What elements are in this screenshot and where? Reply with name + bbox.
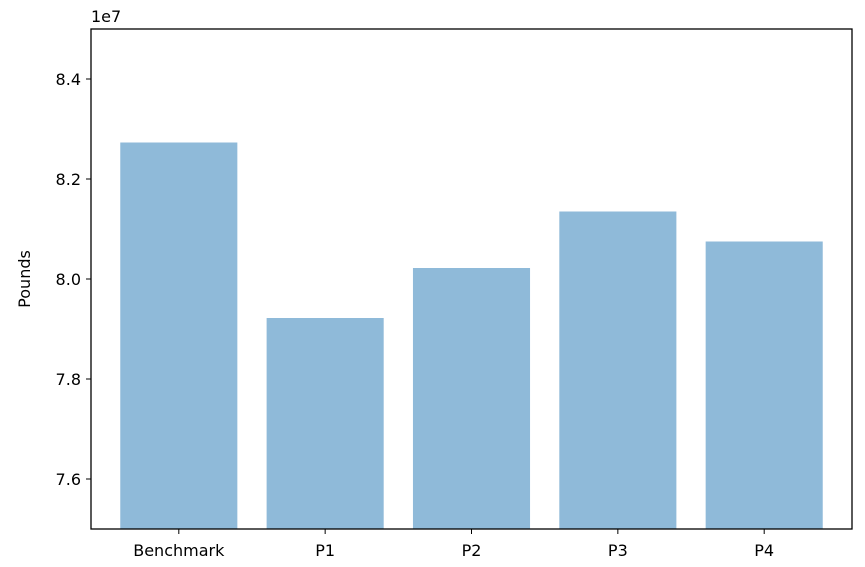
y-axis-ticks: 7.6 7.8 8.0 8.2 8.4 — [56, 70, 91, 489]
x-tick-label: P1 — [315, 541, 335, 560]
bar-p4 — [705, 241, 823, 529]
bar-p2 — [412, 268, 531, 529]
bars-group — [120, 142, 823, 529]
y-tick-label: 7.6 — [56, 470, 81, 489]
x-tick-label: P4 — [754, 541, 774, 560]
x-axis-ticks: Benchmark P1 P2 P3 P4 — [133, 529, 774, 560]
y-tick-label: 8.2 — [56, 170, 81, 189]
y-tick-label: 7.8 — [56, 370, 81, 389]
bar-benchmark — [120, 142, 238, 529]
x-tick-label: P3 — [608, 541, 628, 560]
bar-p3 — [559, 211, 677, 529]
bar-p1 — [266, 318, 384, 529]
y-axis-label: Pounds — [15, 250, 34, 308]
y-axis-scale-label: 1e7 — [91, 7, 121, 26]
x-tick-label: P2 — [462, 541, 482, 560]
y-tick-label: 8.4 — [56, 70, 81, 89]
x-tick-label: Benchmark — [133, 541, 225, 560]
y-tick-label: 8.0 — [56, 270, 81, 289]
